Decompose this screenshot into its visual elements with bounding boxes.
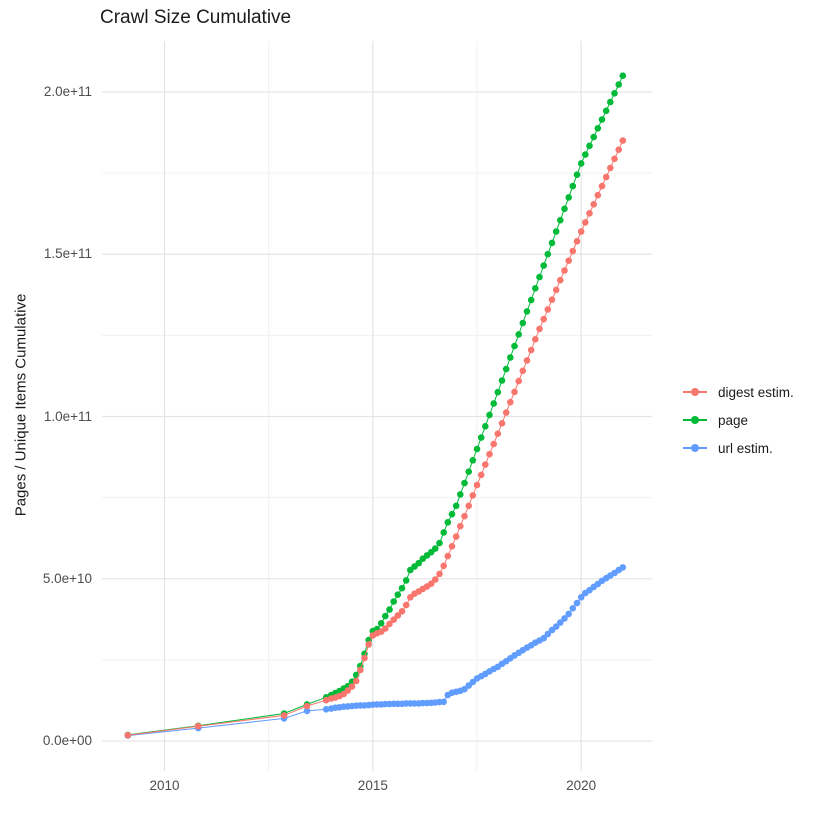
x-tick-label-2020: 2020 <box>566 778 597 793</box>
url-estim-key-icon <box>683 447 707 449</box>
y-tick-label-2: 1.0e+11 <box>43 408 92 424</box>
legend-item-digest-estim: digest estim. <box>683 384 794 400</box>
digest-estim-key-icon <box>683 391 707 393</box>
legend-item-page: page <box>683 412 794 428</box>
y-tick-label-0: 0.0e+00 <box>42 733 92 749</box>
legend-label-url-estim: url estim. <box>718 440 773 456</box>
y-axis-title: Pages / Unique Items Cumulative <box>12 293 30 517</box>
legend-label-digest-estim: digest estim. <box>718 384 794 400</box>
y-tick-label-1: 5.0e+10 <box>42 570 92 586</box>
page-key-icon <box>683 419 707 421</box>
x-tick-label-2015: 2015 <box>357 778 388 793</box>
chart-title: Crawl Size Cumulative <box>100 7 292 28</box>
legend: digest estim. page url estim. <box>683 384 794 468</box>
y-tick-label-4: 2.0e+11 <box>43 83 92 99</box>
legend-label-page: page <box>718 412 749 428</box>
legend-item-url-estim: url estim. <box>683 440 794 456</box>
y-tick-label-3: 1.5e+11 <box>43 246 92 262</box>
x-tick-label-2010: 2010 <box>149 778 180 793</box>
